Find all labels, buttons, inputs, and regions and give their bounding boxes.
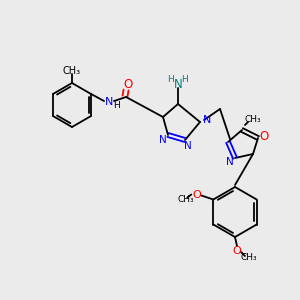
Text: N: N [159,135,167,145]
Text: N: N [203,115,211,125]
Text: O: O [232,246,242,256]
Text: H: H [113,100,119,109]
Text: CH₃: CH₃ [177,195,194,204]
Text: CH₃: CH₃ [241,254,257,262]
Text: CH₃: CH₃ [63,66,81,76]
Text: CH₃: CH₃ [245,115,261,124]
Text: O: O [192,190,201,200]
Text: N: N [174,79,182,92]
Text: O: O [123,77,133,91]
Text: N: N [105,97,113,107]
Text: O: O [260,130,268,143]
Text: N: N [226,157,234,167]
Text: N: N [184,141,192,151]
Text: H: H [182,74,188,83]
Text: H: H [168,74,174,83]
